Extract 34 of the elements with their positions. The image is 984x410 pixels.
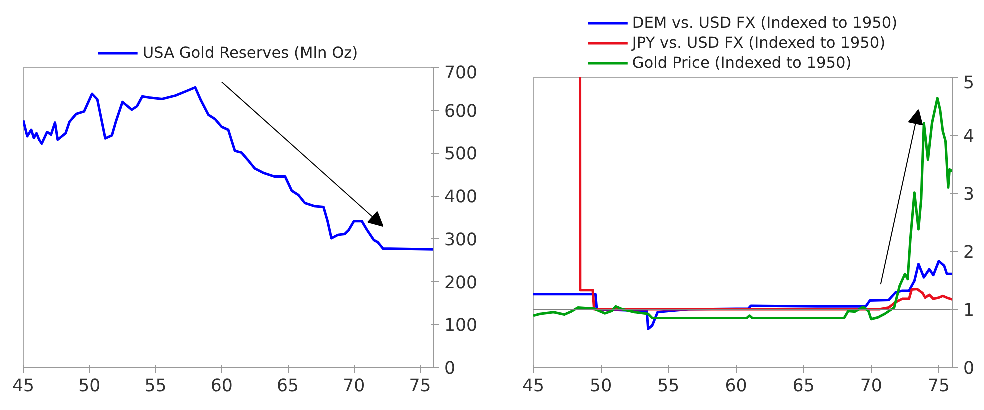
y-tick-label: 2 (964, 243, 975, 263)
x-tick-label: 45 (522, 376, 545, 396)
y-tick-label: 5 (964, 74, 975, 94)
x-tick-label: 70 (860, 376, 882, 396)
legend-label: USA Gold Reserves (Mln Oz) (142, 44, 358, 62)
legend-label: JPY vs. USD FX (Indexed to 1950) (632, 34, 886, 52)
y-tick-label: 700 (444, 64, 478, 84)
line-series (534, 97, 952, 321)
y-tick-label: 100 (444, 316, 478, 336)
x-tick-label: 55 (658, 376, 680, 396)
legend-label: Gold Price (Indexed to 1950) (632, 54, 852, 72)
x-tick-label: 70 (343, 376, 366, 396)
y-tick-label: 0 (964, 359, 975, 379)
x-tick-label: 45 (12, 376, 35, 396)
y-tick-label: 0 (444, 359, 456, 379)
y-tick-label: 600 (444, 102, 478, 122)
y-tick-label: 4 (964, 127, 975, 147)
x-tick-label: 50 (590, 376, 612, 396)
x-tick-label: 65 (792, 376, 815, 396)
x-tick-label: 75 (409, 376, 432, 396)
x-tick-label: 75 (928, 376, 950, 396)
x-tick-label: 55 (144, 376, 167, 396)
x-tick-label: 50 (78, 376, 101, 396)
line-series (24, 86, 434, 251)
y-tick-label: 200 (444, 273, 478, 294)
x-tick-label: 60 (725, 376, 748, 396)
y-tick-label: 300 (444, 230, 478, 250)
y-tick-label: 500 (444, 144, 478, 165)
y-tick-label: 3 (964, 185, 975, 205)
legend-label: DEM vs. USD FX (Indexed to 1950) (632, 14, 898, 32)
x-tick-label: 65 (276, 376, 300, 396)
y-tick-label: 1 (964, 301, 975, 321)
y-tick-label: 400 (444, 188, 478, 208)
x-tick-label: 60 (210, 376, 233, 396)
